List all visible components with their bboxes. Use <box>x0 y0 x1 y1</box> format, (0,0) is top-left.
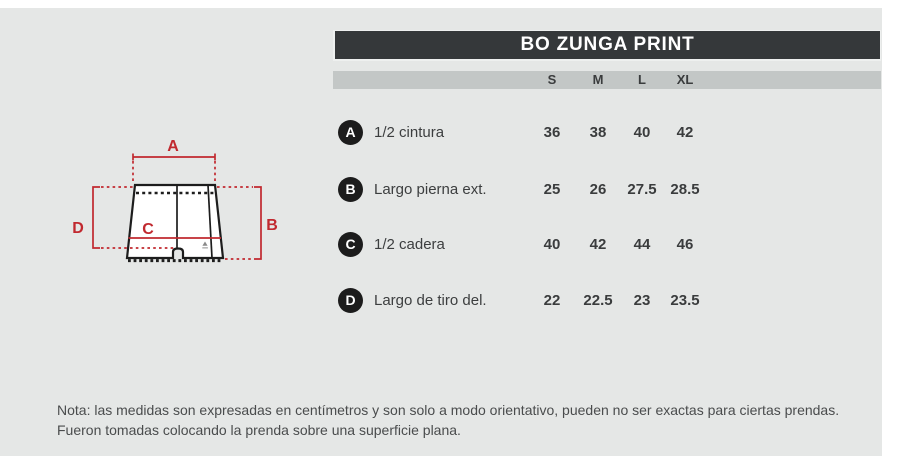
size-table: BO ZUNGA PRINT S M L XL A 1/2 cintura 36… <box>333 30 881 330</box>
row-key-badge: B <box>338 177 363 202</box>
cell-value: 42 <box>589 236 607 253</box>
cell-value: 36 <box>543 124 561 141</box>
table-row: D Largo de tiro del. 22 22.5 23 23.5 <box>333 288 881 314</box>
table-row: A 1/2 cintura 36 38 40 42 <box>333 120 881 146</box>
size-header-l: L <box>638 72 646 87</box>
note-line-2: Fueron tomadas colocando la prenda sobre… <box>57 422 461 438</box>
measure-c-label: C <box>142 221 154 238</box>
size-header-xl: XL <box>676 72 694 87</box>
size-header-s: S <box>547 72 557 87</box>
row-label: 1/2 cadera <box>374 236 445 253</box>
cell-value: 27.5 <box>627 181 657 198</box>
cell-value: 22.5 <box>583 292 613 309</box>
row-key-badge: D <box>338 288 363 313</box>
note-line-1: Nota: las medidas son expresadas en cent… <box>57 402 840 418</box>
table-title: BO ZUNGA PRINT <box>333 30 881 61</box>
cell-value: 28.5 <box>670 181 700 198</box>
cell-value: 23 <box>633 292 651 309</box>
measure-a <box>132 153 216 183</box>
cell-value: 40 <box>543 236 561 253</box>
table-row: C 1/2 cadera 40 42 44 46 <box>333 232 881 258</box>
cell-value: 40 <box>633 124 651 141</box>
cell-value: 22 <box>543 292 561 309</box>
cell-value: 26 <box>589 181 607 198</box>
cell-value: 46 <box>676 236 694 253</box>
cell-value: 38 <box>589 124 607 141</box>
side-panel-seam-line <box>207 184 213 259</box>
row-label: 1/2 cintura <box>374 124 445 141</box>
measure-d <box>92 186 176 249</box>
row-label: Largo pierna ext. <box>374 181 487 198</box>
row-key-badge: A <box>338 120 363 145</box>
size-header-m: M <box>592 72 604 87</box>
measure-d-label: D <box>72 220 84 237</box>
table-row: B Largo pierna ext. 25 26 27.5 28.5 <box>333 177 881 203</box>
measurement-note: Nota: las medidas son expresadas en cent… <box>57 400 867 440</box>
brand-mark <box>202 241 208 249</box>
measure-a-label: A <box>167 138 179 155</box>
cell-value: 42 <box>676 124 694 141</box>
cell-value: 23.5 <box>670 292 700 309</box>
measure-b <box>217 186 262 260</box>
shorts-measurement-diagram: A D B C <box>72 138 278 263</box>
cell-value: 44 <box>633 236 651 253</box>
row-label: Largo de tiro del. <box>374 292 487 309</box>
measure-b-label: B <box>266 217 278 234</box>
shorts-outline <box>125 183 225 260</box>
size-header-row: S M L XL <box>333 71 881 89</box>
cell-value: 25 <box>543 181 561 198</box>
row-key-badge: C <box>338 232 363 257</box>
